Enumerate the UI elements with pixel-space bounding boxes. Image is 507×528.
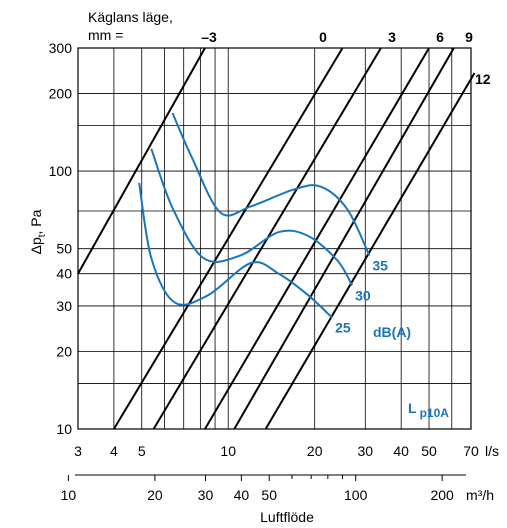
- sound-curve-25: [138, 182, 333, 319]
- x-tick-m3h: 20: [147, 487, 163, 503]
- sound-curve-30: [150, 148, 353, 286]
- x-unit-m3h: m³/h: [466, 487, 494, 503]
- cone-labels: –3 0 3 6 9 12: [201, 29, 491, 87]
- cone-label: 12: [475, 71, 491, 87]
- x-tick-ls: 50: [421, 443, 437, 459]
- y-tick: 50: [56, 241, 72, 257]
- x-tick-m3h: 10: [61, 487, 77, 503]
- cone-line: [113, 47, 344, 430]
- x-tick-m3h: 200: [430, 487, 454, 503]
- x-axis-ls-ticks: 3 4 5 10 20 30 40 50 70: [74, 443, 479, 459]
- x-unit-ls: l/s: [485, 443, 499, 459]
- x-tick-ls: 5: [138, 443, 146, 459]
- y-tick: 30: [56, 298, 72, 314]
- x-tick-ls: 30: [357, 443, 373, 459]
- cone-header-line2: mm =: [88, 27, 123, 43]
- cone-line: [233, 47, 455, 430]
- cone-label: 0: [319, 29, 327, 45]
- cone-line: [264, 72, 476, 430]
- x-tick-ls: 3: [74, 443, 82, 459]
- x-axis-label: Luftflöde: [260, 509, 314, 525]
- x-tick-ls: 4: [110, 443, 118, 459]
- cone-line: [77, 47, 206, 275]
- cone-label: 6: [436, 29, 444, 45]
- plot-frame: [77, 47, 472, 430]
- vertical-grid: [77, 48, 472, 429]
- sound-curve-label: 25: [335, 320, 351, 336]
- x-tick-ls: 20: [307, 443, 323, 459]
- y-axis-ticks: 10 20 30 40 50 100 200 300: [49, 40, 73, 437]
- y-tick: 300: [49, 40, 73, 56]
- cone-label: 3: [388, 29, 396, 45]
- sound-curve-label: 35: [372, 258, 388, 274]
- x-tick-m3h: 100: [344, 487, 368, 503]
- y-tick: 40: [56, 266, 72, 282]
- sound-curve-35: [171, 112, 371, 257]
- grid: [77, 47, 472, 430]
- sound-curve-label: 30: [355, 288, 371, 304]
- y-tick: 10: [56, 421, 72, 437]
- x-tick-m3h: 30: [198, 487, 214, 503]
- x-tick-ls: 40: [393, 443, 409, 459]
- y-tick: 100: [49, 163, 73, 179]
- sound-unit-label: dB(A): [373, 324, 411, 340]
- x-tick-ls: 70: [463, 443, 479, 459]
- cone-line: [204, 47, 430, 430]
- x-tick-ls: 10: [220, 443, 236, 459]
- y-tick: 200: [49, 85, 73, 101]
- cone-label: 9: [465, 29, 473, 45]
- horizontal-grid: [78, 47, 471, 430]
- y-tick: 20: [56, 343, 72, 359]
- cone-lines: [77, 47, 476, 430]
- y-axis-label: Δpt, Pa: [28, 209, 48, 254]
- x-tick-m3h: 50: [261, 487, 277, 503]
- x-axis-m3h-ticks: 10 20 30 40 50 100 200: [61, 475, 454, 503]
- sound-curves: [138, 112, 371, 319]
- cone-header-line1: Käglans läge,: [88, 9, 173, 25]
- x-tick-m3h: 40: [234, 487, 250, 503]
- cone-label: –3: [201, 29, 217, 45]
